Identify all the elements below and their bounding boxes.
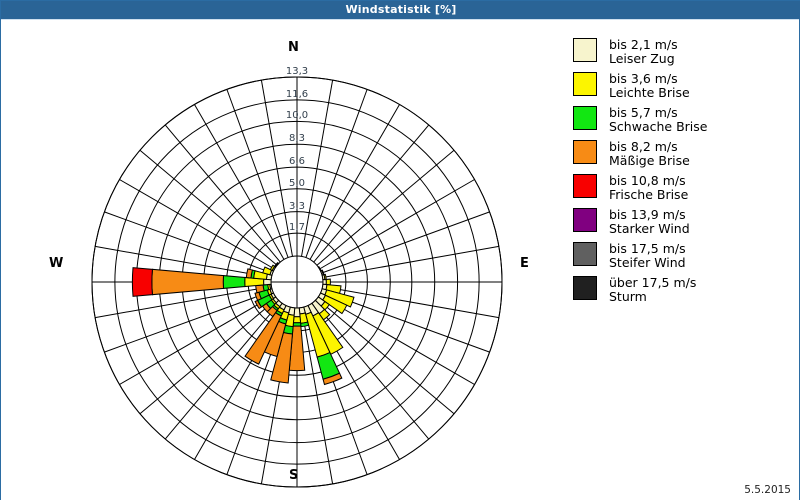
legend-item[interactable]: bis 10,8 m/s Frische Brise: [573, 174, 793, 202]
wind-rose-segment: [222, 275, 246, 289]
legend-item[interactable]: bis 17,5 m/s Steifer Wind: [573, 242, 793, 270]
grid-spoke: [316, 298, 455, 415]
grid-spoke: [322, 245, 499, 278]
legend-item[interactable]: bis 8,2 m/s Mäßige Brise: [573, 140, 793, 168]
window-title-bar: Windstatistik [%]: [1, 1, 800, 19]
legend-speed-range: bis 17,5 m/s: [609, 241, 686, 256]
wind-rose-segment: [273, 261, 279, 268]
legend-color-swatch: [573, 242, 597, 266]
legend-speed-range: bis 13,9 m/s: [609, 207, 686, 222]
window-title: Windstatistik [%]: [345, 3, 457, 16]
legend-color-swatch: [573, 72, 597, 96]
radial-tick-label: 5,0: [289, 177, 305, 189]
legend-item-text: bis 10,8 m/s Frische Brise: [609, 174, 688, 202]
wind-rose-svg: [91, 76, 503, 488]
legend: bis 2,1 m/s Leiser Zug bis 3,6 m/s Leichte …: [573, 38, 793, 310]
legend-beaufort-name: Steifer Wind: [609, 255, 686, 270]
outer-ring: [91, 76, 503, 488]
legend-item-text: bis 2,1 m/s Leiser Zug: [609, 38, 678, 66]
date-stamp: 5.5.2015: [744, 484, 791, 496]
legend-item-text: bis 13,9 m/s Starker Wind: [609, 208, 690, 236]
grid-spoke: [321, 211, 490, 274]
polar-grid-overlay: [91, 76, 503, 488]
grid-spoke: [164, 301, 281, 440]
legend-color-swatch: [573, 174, 597, 198]
legend-item[interactable]: bis 3,6 m/s Leichte Brise: [573, 72, 793, 100]
legend-item[interactable]: bis 2,1 m/s Leiser Zug: [573, 38, 793, 66]
legend-color-swatch: [573, 140, 597, 164]
legend-item-text: bis 3,6 m/s Leichte Brise: [609, 72, 690, 100]
legend-item[interactable]: bis 5,7 m/s Schwache Brise: [573, 106, 793, 134]
legend-speed-range: bis 10,8 m/s: [609, 173, 686, 188]
legend-color-swatch: [573, 38, 597, 62]
legend-beaufort-name: Mäßige Brise: [609, 153, 690, 168]
legend-item-text: bis 17,5 m/s Steifer Wind: [609, 242, 686, 270]
grid-spoke: [119, 179, 275, 270]
grid-spoke: [139, 149, 278, 266]
wind-rose-segment: [300, 321, 310, 328]
legend-speed-range: bis 2,1 m/s: [609, 37, 678, 52]
radial-tick-label: 1,7: [289, 222, 305, 234]
grid-spoke: [309, 104, 400, 260]
grid-spoke: [313, 124, 430, 263]
legend-beaufort-name: Starker Wind: [609, 221, 690, 236]
grid-spoke: [95, 286, 272, 319]
legend-item-text: über 17,5 m/s Sturm: [609, 276, 696, 304]
grid-spoke: [164, 124, 281, 263]
grid-spoke: [119, 294, 275, 385]
wind-rose-segment: [325, 278, 331, 286]
legend-item[interactable]: über 17,5 m/s Sturm: [573, 276, 793, 304]
legend-beaufort-name: Leichte Brise: [609, 85, 690, 100]
compass-label-south: S: [289, 468, 299, 483]
legend-item-text: bis 8,2 m/s Mäßige Brise: [609, 140, 690, 168]
window-content: N E S W 1,7 3,3 5,0 6,6 8,3 10,0 11,6 13,3 bis …: [1, 19, 799, 500]
grid-spoke: [194, 104, 285, 260]
legend-speed-range: bis 5,7 m/s: [609, 105, 678, 120]
legend-color-swatch: [573, 106, 597, 130]
wind-rose-segment: [131, 267, 153, 297]
legend-beaufort-name: Schwache Brise: [609, 119, 708, 134]
grid-spoke: [305, 89, 368, 258]
compass-label-north: N: [288, 40, 299, 55]
radial-tick-label: 13,3: [285, 66, 309, 77]
compass-label-west: W: [49, 256, 64, 271]
grid-spoke: [319, 179, 475, 270]
legend-beaufort-name: Frische Brise: [609, 187, 689, 202]
wind-rose-plot: N E S W 1,7 3,3 5,0 6,6 8,3 10,0 11,6 13,3: [1, 20, 561, 500]
legend-speed-range: über 17,5 m/s: [609, 275, 697, 290]
legend-item[interactable]: bis 13,9 m/s Starker Wind: [573, 208, 793, 236]
legend-color-swatch: [573, 276, 597, 300]
radial-tick-label: 6,6: [289, 156, 305, 168]
legend-speed-range: bis 8,2 m/s: [609, 139, 678, 154]
grid-spoke: [95, 245, 272, 278]
grid-spoke: [226, 89, 289, 258]
legend-beaufort-name: Leiser Zug: [609, 51, 675, 66]
wind-rose-petals: [131, 261, 355, 386]
grid-spoke: [316, 149, 455, 266]
grid-spoke: [104, 290, 273, 353]
legend-color-swatch: [573, 208, 597, 232]
legend-beaufort-name: Sturm: [609, 289, 647, 304]
grid-spoke: [301, 307, 334, 484]
wind-rose-segment: [322, 372, 343, 386]
legend-item-text: bis 5,7 m/s Schwache Brise: [609, 106, 707, 134]
grid-spoke: [260, 80, 293, 257]
wind-rose-segment: [245, 268, 254, 279]
grid-spoke: [319, 294, 475, 385]
grid-spoke: [322, 286, 499, 319]
wind-rose-segment: [292, 316, 302, 324]
grid-spoke: [139, 298, 278, 415]
radial-tick-label: 10,0: [285, 110, 309, 122]
radial-tick-label: 3,3: [289, 200, 305, 212]
radial-tick-label: 11,6: [285, 88, 309, 100]
compass-label-east: E: [520, 256, 529, 271]
wind-rose-segment: [255, 284, 265, 294]
radial-tick-label: 8,3: [289, 133, 305, 145]
wind-rose-segment: [323, 273, 327, 281]
grid-spoke: [313, 301, 430, 440]
legend-speed-range: bis 3,6 m/s: [609, 71, 678, 86]
grid-spoke: [104, 211, 273, 274]
grid-spoke: [301, 80, 334, 257]
